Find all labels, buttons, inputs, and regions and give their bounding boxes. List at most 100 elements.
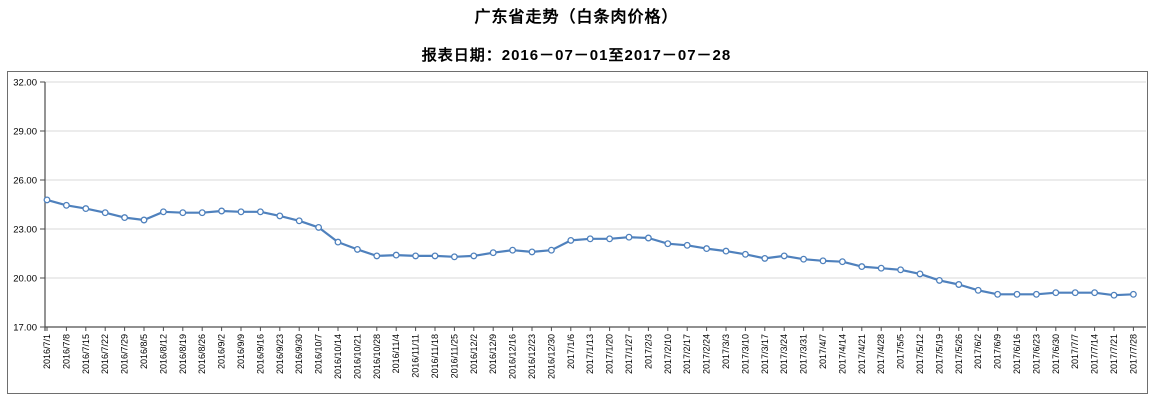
data-point-marker	[858, 263, 866, 271]
x-tick-label: 2016/7/22	[100, 334, 110, 374]
data-point-marker	[606, 235, 614, 243]
data-point-marker	[140, 216, 148, 224]
x-tick-label: 2017/3/31	[799, 334, 809, 374]
data-point-marker	[315, 223, 323, 231]
x-tick-label: 2017/5/5	[896, 334, 906, 369]
y-tick-label: 23.00	[13, 225, 37, 236]
y-tick-label: 32.00	[13, 78, 37, 89]
x-tick-label: 2016/11/25	[449, 334, 459, 378]
price-trend-chart: 17.00 20.00 23.00 26.00 29.00 32.00 2016/7/1 20…	[13, 78, 1146, 379]
chart-subtitle: 报表日期：2016－07－01至2017－07－28	[421, 47, 732, 64]
data-point-marker	[62, 201, 70, 209]
x-tick-label: 2016/10/28	[372, 334, 382, 379]
data-point-marker	[974, 286, 982, 294]
x-tick-label: 2017/2/3	[643, 334, 653, 369]
data-point-marker	[644, 234, 652, 242]
data-point-marker	[179, 209, 187, 217]
x-tick-label: 2017/7/21	[1109, 334, 1119, 374]
x-tick-label: 2016/9/30	[294, 334, 304, 374]
y-tick-label: 26.00	[13, 176, 37, 187]
x-tick-label: 2016/9/9	[236, 334, 246, 369]
x-tick-label: 2016/8/19	[178, 334, 188, 374]
x-tick-label: 2016/9/16	[255, 334, 265, 374]
x-tick-label: 2017/6/9	[993, 334, 1003, 369]
data-point-marker	[761, 254, 769, 262]
x-tick-label: 2016/7/15	[81, 334, 91, 374]
x-tick-label: 2016/11/4	[391, 334, 401, 373]
x-tick-label: 2017/1/6	[566, 334, 576, 369]
data-point-marker	[373, 252, 381, 260]
data-point-marker	[198, 209, 206, 217]
data-point-marker	[528, 248, 536, 256]
data-point-marker	[567, 236, 575, 244]
data-point-marker	[392, 251, 400, 259]
chart-title: 广东省走势（白条肉价格）	[474, 9, 679, 26]
x-tick-label: 2017/3/24	[779, 334, 789, 374]
price-line	[45, 198, 1135, 297]
x-tick-label: 2017/2/24	[702, 334, 712, 374]
data-point-marker	[838, 258, 846, 266]
y-tick-label: 29.00	[13, 127, 37, 138]
data-point-marker	[741, 250, 749, 258]
x-tick-label: 2017/3/10	[740, 334, 750, 374]
data-point-marker	[683, 241, 691, 249]
x-tick-label: 2017/2/10	[663, 334, 673, 374]
x-tick-label: 2017/6/23	[1031, 334, 1041, 374]
data-point-marker	[353, 245, 361, 253]
data-point-marker	[955, 281, 963, 288]
x-tick-label: 2016/11/11	[411, 334, 421, 378]
data-point-marker	[82, 205, 90, 213]
x-tick-label: 2017/7/28	[1128, 334, 1138, 374]
x-tick-label: 2017/4/28	[876, 334, 886, 374]
x-tick-label: 2017/6/16	[1012, 334, 1022, 374]
data-point-marker	[664, 240, 672, 248]
x-tick-label: 2016/8/12	[158, 334, 168, 374]
x-tick-label: 2017/3/3	[721, 334, 731, 369]
data-point-marker	[916, 270, 924, 278]
data-point-marker	[935, 276, 943, 284]
data-point-marker	[431, 252, 439, 260]
data-point-marker	[722, 247, 730, 255]
data-point-marker	[1091, 289, 1099, 297]
x-tick-label: 2016/10/14	[333, 334, 343, 379]
data-point-marker	[819, 257, 827, 265]
data-point-marker	[547, 246, 555, 254]
data-point-marker	[509, 246, 517, 254]
x-tick-label: 2016/12/2	[469, 334, 479, 374]
data-point-marker	[800, 255, 808, 263]
data-point-marker	[159, 208, 167, 216]
data-point-marker	[237, 208, 245, 216]
x-tick-label: 2016/11/18	[430, 334, 440, 378]
x-tick-label: 2017/7/7	[1070, 334, 1080, 369]
x-tick-label: 2017/5/19	[934, 334, 944, 374]
data-point-marker	[586, 235, 594, 243]
x-tick-label: 2016/9/23	[275, 334, 285, 374]
data-point-marker	[101, 209, 109, 217]
x-tick-label: 2016/9/2	[217, 334, 227, 369]
y-tick-label: 17.00	[13, 323, 37, 334]
x-tick-label: 2017/7/14	[1090, 334, 1100, 374]
x-tick-label: 2016/8/5	[139, 334, 149, 369]
data-point-marker	[276, 212, 284, 220]
data-point-marker	[877, 264, 885, 272]
y-tick-label: 20.00	[13, 274, 37, 285]
data-point-marker	[43, 196, 51, 204]
data-point-marker	[470, 252, 478, 260]
x-tick-label: 2016/7/29	[120, 334, 130, 374]
x-tick-label: 2016/10/21	[352, 334, 362, 379]
x-tick-label: 2017/6/2	[973, 334, 983, 369]
x-tick-label: 2017/1/20	[605, 334, 615, 374]
x-tick-label: 2016/12/30	[546, 334, 556, 379]
data-point-marker	[994, 290, 1002, 298]
data-point-marker	[295, 217, 303, 225]
x-tick-label: 2017/4/14	[837, 334, 847, 374]
data-point-marker	[703, 245, 711, 253]
x-tick-label: 2017/6/30	[1051, 334, 1061, 374]
x-tick-label: 2017/3/17	[760, 334, 770, 374]
data-point-marker	[1052, 289, 1060, 297]
x-tick-label: 2017/4/7	[818, 334, 828, 369]
x-tick-label: 2016/10/7	[314, 334, 324, 374]
x-tick-label: 2017/1/13	[585, 334, 595, 374]
data-point-marker	[1129, 290, 1137, 298]
x-tick-label: 2017/4/21	[857, 334, 867, 374]
